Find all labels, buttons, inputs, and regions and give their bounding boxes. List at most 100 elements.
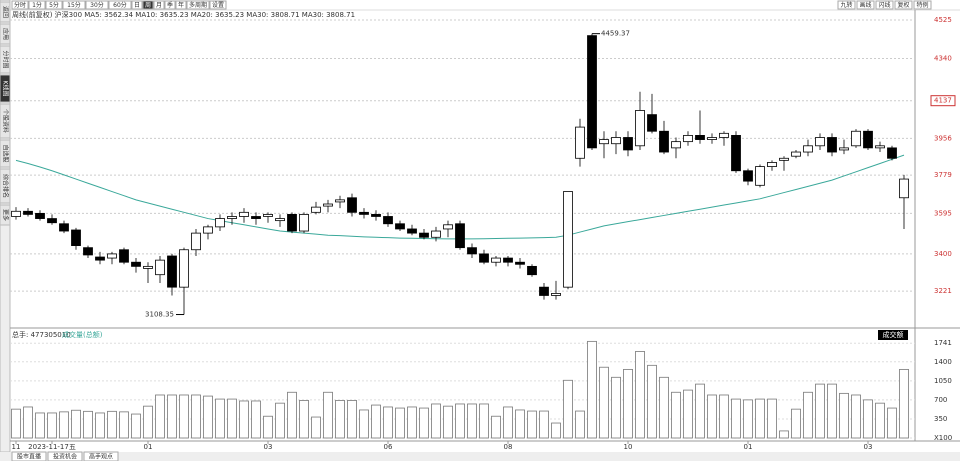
candle-body bbox=[611, 137, 621, 145]
volume-bar bbox=[671, 391, 681, 439]
toolbar-tab-label[interactable]: 多周期 bbox=[189, 1, 207, 9]
toolbar-tab-label[interactable]: 30分 bbox=[90, 1, 104, 9]
candle-body bbox=[311, 206, 321, 213]
toolbar-tab[interactable] bbox=[175, 0, 187, 10]
volume-bar bbox=[779, 430, 789, 439]
sidebar-tab-label[interactable]: 更多 bbox=[2, 209, 10, 221]
volume-bar bbox=[491, 415, 501, 439]
toolbar-tab-label[interactable]: 分时 bbox=[14, 1, 26, 9]
volume-bar bbox=[527, 410, 537, 439]
toolbar-button-label[interactable]: 闪线 bbox=[878, 1, 890, 9]
sidebar-tab[interactable] bbox=[0, 1, 11, 23]
volume-bar bbox=[707, 394, 717, 439]
toolbar-tab[interactable] bbox=[108, 0, 132, 10]
toolbar-tab-label[interactable]: 周 bbox=[145, 2, 151, 9]
candle-body bbox=[179, 249, 189, 288]
toolbar-tab[interactable] bbox=[11, 0, 29, 10]
volume-bar bbox=[371, 404, 381, 439]
toolbar-tab[interactable] bbox=[209, 0, 227, 10]
toolbar-tab[interactable] bbox=[62, 0, 86, 10]
toolbar-tab[interactable] bbox=[85, 0, 109, 10]
sidebar-tab-label[interactable]: 返回 bbox=[2, 6, 9, 18]
volume-bar bbox=[227, 398, 237, 439]
toolbar-tab[interactable] bbox=[186, 0, 210, 10]
candle-body bbox=[239, 211, 249, 217]
candle-body bbox=[827, 137, 837, 153]
volume-tick-label: 700 bbox=[934, 396, 947, 404]
volume-bar bbox=[755, 398, 765, 439]
sidebar-tab[interactable] bbox=[0, 23, 11, 45]
candle-body bbox=[347, 197, 357, 213]
toolbar-button-label[interactable]: 复权 bbox=[897, 1, 909, 9]
volume-bar bbox=[815, 383, 825, 439]
volume-bar bbox=[335, 400, 345, 439]
toolbar-tab-label[interactable]: 年 bbox=[178, 1, 184, 9]
candle-body bbox=[23, 210, 33, 215]
volume-bar bbox=[251, 400, 261, 439]
toolbar-tab-label[interactable]: 月 bbox=[156, 2, 162, 9]
toolbar-tab-label[interactable]: 60分 bbox=[113, 1, 127, 9]
toolbar-tab[interactable] bbox=[45, 0, 63, 10]
candle-body bbox=[887, 147, 897, 159]
sidebar-tab[interactable] bbox=[0, 74, 11, 103]
toolbar-tab[interactable] bbox=[153, 0, 165, 10]
volume-bar bbox=[347, 400, 357, 439]
toolbar-tab-label[interactable]: 日 bbox=[134, 2, 140, 9]
volume-bar bbox=[143, 405, 153, 439]
sidebar-tab-label[interactable]: 分时图 bbox=[2, 50, 10, 68]
y-tick-label: 4525 bbox=[934, 16, 952, 24]
candle-body bbox=[71, 229, 81, 246]
toolbar-button-label[interactable]: 特例 bbox=[916, 1, 928, 9]
footer-tab-label[interactable]: 投资机会 bbox=[53, 453, 77, 461]
volume-bar bbox=[35, 412, 45, 439]
candle-body bbox=[515, 261, 525, 265]
volume-bar bbox=[479, 403, 489, 439]
toolbar-button[interactable] bbox=[913, 0, 932, 10]
legend-text: 周线(前复权) 沪深300 MA5: 3562.34 MA10: 3635.23… bbox=[12, 10, 355, 19]
toolbar-button[interactable] bbox=[894, 0, 913, 10]
footer-tab-label[interactable]: 股市直播 bbox=[17, 453, 41, 461]
candle-body bbox=[59, 223, 69, 232]
toolbar-tab-label[interactable]: 设置 bbox=[212, 1, 224, 9]
toolbar-button-label[interactable]: 画线 bbox=[859, 1, 871, 9]
toolbar-tab[interactable] bbox=[131, 0, 143, 10]
sidebar-tab-label[interactable]: 应用 bbox=[2, 28, 10, 40]
candle-body bbox=[119, 249, 129, 263]
toolbar-tab-label[interactable]: 5分 bbox=[49, 1, 59, 9]
volume-bar bbox=[395, 407, 405, 439]
toolbar-tab-label[interactable]: 15分 bbox=[67, 1, 81, 9]
toolbar-tab[interactable] bbox=[142, 0, 154, 10]
candle-body bbox=[647, 114, 657, 132]
toolbar-tab-label[interactable]: 1分 bbox=[32, 1, 42, 9]
candle-body bbox=[383, 216, 393, 225]
sidebar-tab-label[interactable]: 个股资料 bbox=[2, 109, 10, 133]
candle-body bbox=[323, 203, 333, 207]
sidebar-tab-label[interactable]: K线图 bbox=[2, 81, 10, 97]
sidebar-tab[interactable] bbox=[0, 45, 11, 74]
candle-body bbox=[407, 228, 417, 234]
volume-bar bbox=[791, 408, 801, 439]
toolbar-button[interactable] bbox=[837, 0, 856, 10]
candle-body bbox=[707, 137, 717, 140]
candle-body bbox=[815, 137, 825, 147]
toolbar-button[interactable] bbox=[875, 0, 894, 10]
toolbar-tab[interactable] bbox=[164, 0, 176, 10]
toolbar-button[interactable] bbox=[856, 0, 875, 10]
volume-box[interactable] bbox=[878, 330, 908, 340]
x-tick-label: 08 bbox=[504, 443, 513, 451]
sidebar-tab[interactable] bbox=[0, 168, 11, 204]
toolbar-button-label[interactable]: 九转 bbox=[840, 1, 852, 9]
footer-tab-label[interactable]: 高手观点 bbox=[89, 453, 113, 461]
candle-body bbox=[395, 223, 405, 230]
sidebar-tab[interactable] bbox=[0, 204, 11, 226]
sidebar-tab[interactable] bbox=[0, 139, 11, 168]
toolbar-tab-label[interactable]: 季 bbox=[167, 1, 173, 9]
volume-tick-label: 350 bbox=[934, 415, 947, 423]
sidebar-tab-label[interactable]: 综合排名 bbox=[2, 174, 10, 198]
sidebar-tab-label[interactable]: 自选股 bbox=[2, 144, 10, 162]
volume-bar bbox=[431, 403, 441, 439]
volume-box-label[interactable]: 成交额 bbox=[883, 330, 904, 339]
candle-body bbox=[551, 293, 561, 296]
sidebar-tab[interactable] bbox=[0, 103, 11, 139]
toolbar-tab[interactable] bbox=[28, 0, 46, 10]
